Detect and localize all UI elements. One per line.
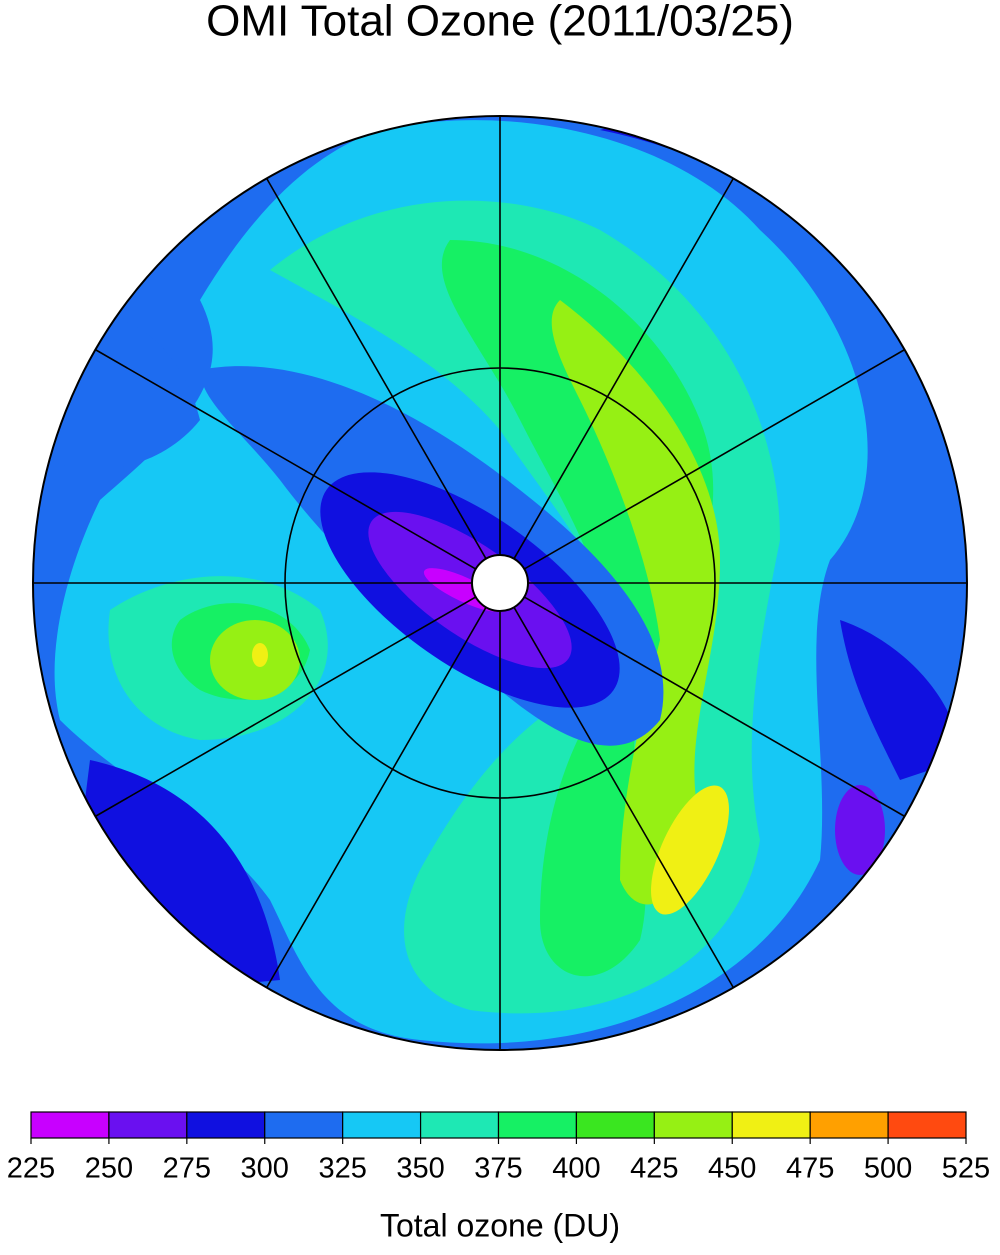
colorbar-tick-label: 275 xyxy=(163,1153,211,1185)
colorbar-segment xyxy=(186,1111,266,1139)
colorbar-tick-label: 250 xyxy=(85,1153,133,1185)
colorbar-tick-label: 350 xyxy=(396,1153,444,1185)
colorbar-segment xyxy=(419,1111,500,1139)
colorbar-segment xyxy=(342,1111,422,1139)
colorbar-tick-label: 300 xyxy=(241,1153,289,1185)
colorbar: 225 250 275 300 325 350 375 400 425 450 475 500 525 xyxy=(7,1111,990,1185)
colorbar-segment xyxy=(575,1111,655,1139)
colorbar-segment xyxy=(809,1111,889,1139)
colorbar-segment xyxy=(30,1111,110,1139)
colorbar-tick-label: 400 xyxy=(552,1153,600,1185)
colorbar-segment xyxy=(731,1111,811,1139)
map-title: OMI Total Ozone (2011/03/25) xyxy=(206,0,794,46)
colorbar-tick-label: 450 xyxy=(708,1153,756,1185)
colorbar-segment xyxy=(887,1111,967,1139)
colorbar-tick-label: 525 xyxy=(942,1153,990,1185)
graticule xyxy=(32,115,968,1051)
colorbar-segment xyxy=(497,1111,578,1139)
colorbar-tick-label: 475 xyxy=(786,1153,834,1185)
colorbar-tick-label: 325 xyxy=(318,1153,366,1185)
colorbar-segment xyxy=(653,1111,733,1139)
colorbar-tick-label: 375 xyxy=(474,1153,522,1185)
colorbar-tick-label: 225 xyxy=(7,1153,55,1185)
colorbar-tick-label: 425 xyxy=(630,1153,678,1185)
colorbar-segment xyxy=(264,1111,344,1139)
colorbar-label: Total ozone (DU) xyxy=(380,1207,620,1243)
colorbar-segment xyxy=(108,1111,188,1139)
colorbar-tick-label: 500 xyxy=(864,1153,912,1185)
